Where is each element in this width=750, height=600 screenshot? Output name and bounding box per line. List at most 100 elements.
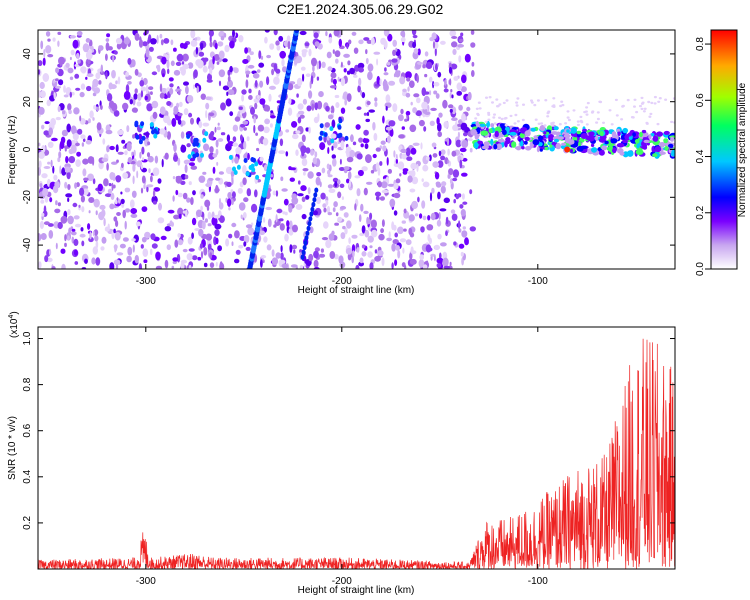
heatmap-noise-blob — [440, 242, 447, 247]
heatmap-noise-blob — [89, 231, 92, 240]
heatmap-noise-blob — [437, 71, 442, 78]
heatmap-noise-blob — [416, 97, 421, 104]
heatmap-noise-blob — [100, 104, 103, 110]
heatmap-faint-blob — [649, 112, 653, 116]
heatmap-faint-blob — [564, 122, 568, 125]
heatmap-noise-blob — [139, 151, 142, 159]
heatmap-band-blob — [599, 130, 604, 137]
heatmap-noise-blob — [270, 115, 276, 119]
heatmap-faint-blob — [504, 116, 508, 120]
heatmap-noise-blob — [391, 262, 394, 269]
heatmap-band-blob — [566, 129, 570, 133]
heatmap-cluster-blob — [140, 121, 145, 127]
heatmap-noise-blob — [65, 193, 73, 198]
heatmap-noise-blob — [58, 79, 64, 86]
heatmap-noise-blob — [93, 198, 100, 208]
heatmap-noise-blob — [38, 106, 45, 115]
heatmap-noise-blob — [444, 79, 447, 86]
heatmap-noise-blob — [180, 144, 187, 153]
heatmap-noise-blob — [38, 151, 45, 159]
heatmap-noise-blob — [109, 262, 115, 269]
heatmap-noise-blob — [412, 107, 417, 114]
heatmap-peak — [564, 146, 571, 153]
heatmap-noise-blob — [398, 134, 405, 139]
heatmap-noise-blob — [449, 92, 452, 99]
heatmap-noise-blob — [43, 221, 50, 226]
heatmap-noise-blob — [240, 214, 243, 220]
heatmap-noise-blob — [312, 65, 315, 72]
heatmap-short-streak-blob — [304, 235, 309, 241]
heatmap-noise-blob — [144, 231, 151, 239]
heatmap-noise-blob — [327, 169, 331, 176]
heatmap-noise-blob — [439, 208, 447, 212]
heatmap-noise-blob — [135, 221, 141, 227]
heatmap-noise-blob — [291, 196, 299, 205]
heatmap-noise-blob — [450, 63, 458, 70]
heatmap-short-streak-blob — [314, 187, 319, 193]
heatmap-cluster-blob — [232, 166, 236, 172]
heatmap-noise-blob — [159, 83, 163, 92]
heatmap-noise-blob — [47, 38, 51, 42]
heatmap-noise-blob — [380, 181, 388, 189]
heatmap-noise-blob — [82, 158, 89, 165]
heatmap-noise-blob — [169, 220, 173, 226]
heatmap-faint-blob — [530, 101, 534, 104]
heatmap-noise-blob — [343, 166, 350, 171]
heatmap-noise-blob — [69, 35, 76, 39]
heatmap-noise-blob — [369, 245, 373, 249]
heatmap-noise-blob — [333, 141, 338, 149]
heatmap-faint-blob — [586, 101, 590, 105]
heatmap-noise-blob — [156, 34, 159, 44]
snr-xlabel: Height of straight line (km) — [298, 585, 415, 596]
heatmap-noise-blob — [41, 173, 48, 179]
heatmap-noise-blob — [457, 123, 462, 128]
heatmap-noise-blob — [311, 57, 317, 67]
heatmap-noise-blob — [461, 172, 468, 177]
heatmap-noise-blob — [410, 147, 417, 155]
heatmap-faint-blob — [534, 118, 538, 121]
heatmap-noise-blob — [358, 137, 364, 143]
heatmap-noise-blob — [429, 192, 433, 202]
heatmap-noise-blob — [346, 156, 354, 163]
heatmap-cluster-blob — [134, 120, 139, 126]
heatmap-noise-blob — [218, 30, 225, 38]
heatmap-noise-blob — [288, 204, 293, 213]
heatmap-noise-blob — [217, 122, 220, 126]
heatmap-noise-blob — [405, 239, 412, 246]
heatmap-noise-blob — [332, 78, 337, 85]
heatmap-band-blob — [567, 139, 575, 146]
heatmap-noise-blob — [57, 202, 62, 207]
colorbar-gradient — [710, 29, 738, 270]
heatmap-noise-blob — [332, 207, 336, 213]
heatmap-noise-blob — [163, 38, 170, 44]
heatmap-noise-blob — [316, 100, 323, 110]
heatmap-noise-blob — [212, 166, 216, 174]
heatmap-noise-blob — [57, 40, 60, 47]
heatmap-noise-blob — [238, 106, 243, 110]
heatmap-noise-blob — [410, 246, 414, 254]
heatmap-noise-blob — [377, 250, 384, 257]
heatmap-noise-blob — [76, 31, 83, 36]
heatmap-noise-blob — [384, 102, 392, 109]
heatmap-noise-blob — [337, 76, 340, 82]
heatmap-noise-blob — [332, 158, 337, 167]
heatmap-noise-blob — [70, 231, 77, 236]
heatmap-faint-blob — [642, 110, 646, 113]
heatmap-band-blob — [652, 153, 658, 158]
heatmap-short-streak-blob — [307, 221, 312, 227]
heatmap-noise-blob — [184, 174, 189, 180]
heatmap-noise-blob — [352, 141, 357, 146]
heatmap-noise-blob — [169, 87, 174, 95]
heatmap-noise-blob — [79, 187, 85, 196]
heatmap-noise-blob — [210, 131, 215, 136]
heatmap-noise-blob — [323, 207, 327, 213]
heatmap-noise-blob — [321, 237, 329, 241]
heatmap-noise-blob — [161, 158, 164, 168]
heatmap-noise-blob — [64, 242, 67, 248]
heatmap-noise-blob — [377, 181, 382, 188]
heatmap-noise-blob — [295, 130, 301, 135]
heatmap-noise-blob — [383, 30, 390, 37]
heatmap-noise-blob — [44, 195, 49, 203]
heatmap-noise-blob — [245, 79, 249, 88]
heatmap-noise-blob — [275, 252, 281, 259]
